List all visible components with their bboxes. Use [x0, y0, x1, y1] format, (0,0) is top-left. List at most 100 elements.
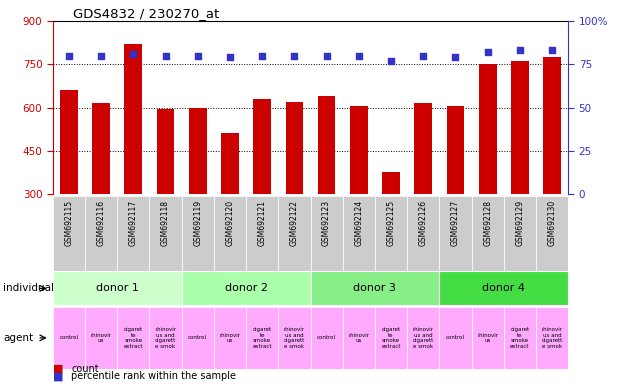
FancyBboxPatch shape	[440, 196, 471, 271]
Text: GSM692130: GSM692130	[548, 200, 556, 246]
Text: GSM692125: GSM692125	[386, 200, 396, 246]
Point	[354, 53, 364, 59]
Point	[129, 51, 138, 57]
Bar	[479, 64, 497, 194]
Text: donor 4: donor 4	[483, 283, 525, 293]
FancyBboxPatch shape	[375, 307, 407, 369]
Bar	[382, 172, 400, 194]
FancyBboxPatch shape	[536, 307, 568, 369]
Point	[64, 53, 74, 59]
Point	[322, 53, 332, 59]
FancyBboxPatch shape	[310, 271, 440, 305]
FancyBboxPatch shape	[504, 307, 536, 369]
Bar	[253, 99, 271, 194]
Point	[96, 53, 106, 59]
Text: rhinovir
us: rhinovir us	[91, 333, 112, 343]
Text: control: control	[446, 335, 465, 341]
Text: GSM692116: GSM692116	[97, 200, 106, 246]
Text: control: control	[188, 335, 207, 341]
FancyBboxPatch shape	[440, 271, 568, 305]
Text: cigaret
te
smoke
extract: cigaret te smoke extract	[510, 327, 530, 349]
Text: GSM692128: GSM692128	[483, 200, 492, 246]
Bar	[93, 103, 110, 194]
Text: cigaret
te
smoke
extract: cigaret te smoke extract	[252, 327, 272, 349]
Text: GSM692123: GSM692123	[322, 200, 331, 246]
Text: donor 3: donor 3	[353, 283, 396, 293]
FancyBboxPatch shape	[53, 271, 182, 305]
FancyBboxPatch shape	[53, 196, 85, 271]
Bar	[446, 106, 465, 194]
Text: control: control	[60, 335, 78, 341]
FancyBboxPatch shape	[310, 307, 343, 369]
Bar	[350, 106, 368, 194]
Text: rhinovir
us and
cigarett
e smok: rhinovir us and cigarett e smok	[155, 327, 176, 349]
Text: ■: ■	[53, 364, 63, 374]
FancyBboxPatch shape	[85, 196, 117, 271]
Text: GSM692122: GSM692122	[290, 200, 299, 246]
Text: GSM692117: GSM692117	[129, 200, 138, 246]
FancyBboxPatch shape	[182, 271, 310, 305]
Point	[483, 49, 492, 55]
Point	[161, 53, 171, 59]
Text: GSM692118: GSM692118	[161, 200, 170, 246]
Text: ■: ■	[53, 371, 63, 381]
FancyBboxPatch shape	[536, 196, 568, 271]
FancyBboxPatch shape	[278, 307, 310, 369]
FancyBboxPatch shape	[246, 196, 278, 271]
FancyBboxPatch shape	[117, 307, 150, 369]
Point	[515, 47, 525, 53]
Text: GSM692119: GSM692119	[193, 200, 202, 246]
Text: GSM692120: GSM692120	[225, 200, 235, 246]
Text: rhinovir
us: rhinovir us	[219, 333, 240, 343]
Text: rhinovir
us: rhinovir us	[348, 333, 369, 343]
FancyBboxPatch shape	[310, 196, 343, 271]
Text: cigaret
te
smoke
extract: cigaret te smoke extract	[381, 327, 401, 349]
Bar	[124, 44, 142, 194]
FancyBboxPatch shape	[440, 307, 471, 369]
FancyBboxPatch shape	[343, 196, 375, 271]
FancyBboxPatch shape	[471, 196, 504, 271]
Point	[257, 53, 267, 59]
Point	[289, 53, 299, 59]
FancyBboxPatch shape	[407, 307, 440, 369]
FancyBboxPatch shape	[150, 307, 182, 369]
FancyBboxPatch shape	[150, 196, 182, 271]
Point	[547, 47, 557, 53]
Text: rhinovir
us and
cigarett
e smok: rhinovir us and cigarett e smok	[412, 327, 434, 349]
FancyBboxPatch shape	[471, 307, 504, 369]
Text: GSM692124: GSM692124	[355, 200, 363, 246]
Text: control: control	[317, 335, 336, 341]
Text: donor 1: donor 1	[96, 283, 138, 293]
Bar	[318, 96, 335, 194]
FancyBboxPatch shape	[375, 196, 407, 271]
FancyBboxPatch shape	[182, 196, 214, 271]
FancyBboxPatch shape	[407, 196, 440, 271]
Bar	[414, 103, 432, 194]
FancyBboxPatch shape	[182, 307, 214, 369]
Text: cigaret
te
smoke
extract: cigaret te smoke extract	[124, 327, 143, 349]
Point	[225, 55, 235, 61]
Point	[386, 58, 396, 64]
FancyBboxPatch shape	[278, 196, 310, 271]
Text: rhinovir
us and
cigarett
e smok: rhinovir us and cigarett e smok	[542, 327, 563, 349]
FancyBboxPatch shape	[214, 307, 246, 369]
FancyBboxPatch shape	[214, 196, 246, 271]
Text: count: count	[71, 364, 99, 374]
Point	[419, 53, 428, 59]
Text: GDS4832 / 230270_at: GDS4832 / 230270_at	[73, 7, 220, 20]
Text: agent: agent	[3, 333, 34, 343]
Text: GSM692129: GSM692129	[515, 200, 524, 246]
Bar	[511, 61, 528, 194]
Bar	[156, 109, 175, 194]
Text: individual: individual	[3, 283, 54, 293]
Text: rhinovir
us: rhinovir us	[477, 333, 498, 343]
FancyBboxPatch shape	[117, 196, 150, 271]
Text: percentile rank within the sample: percentile rank within the sample	[71, 371, 237, 381]
FancyBboxPatch shape	[246, 307, 278, 369]
FancyBboxPatch shape	[53, 307, 85, 369]
Text: donor 2: donor 2	[225, 283, 268, 293]
FancyBboxPatch shape	[343, 307, 375, 369]
Text: rhinovir
us and
cigarett
e smok: rhinovir us and cigarett e smok	[284, 327, 305, 349]
Text: GSM692115: GSM692115	[65, 200, 73, 246]
Bar	[286, 102, 303, 194]
